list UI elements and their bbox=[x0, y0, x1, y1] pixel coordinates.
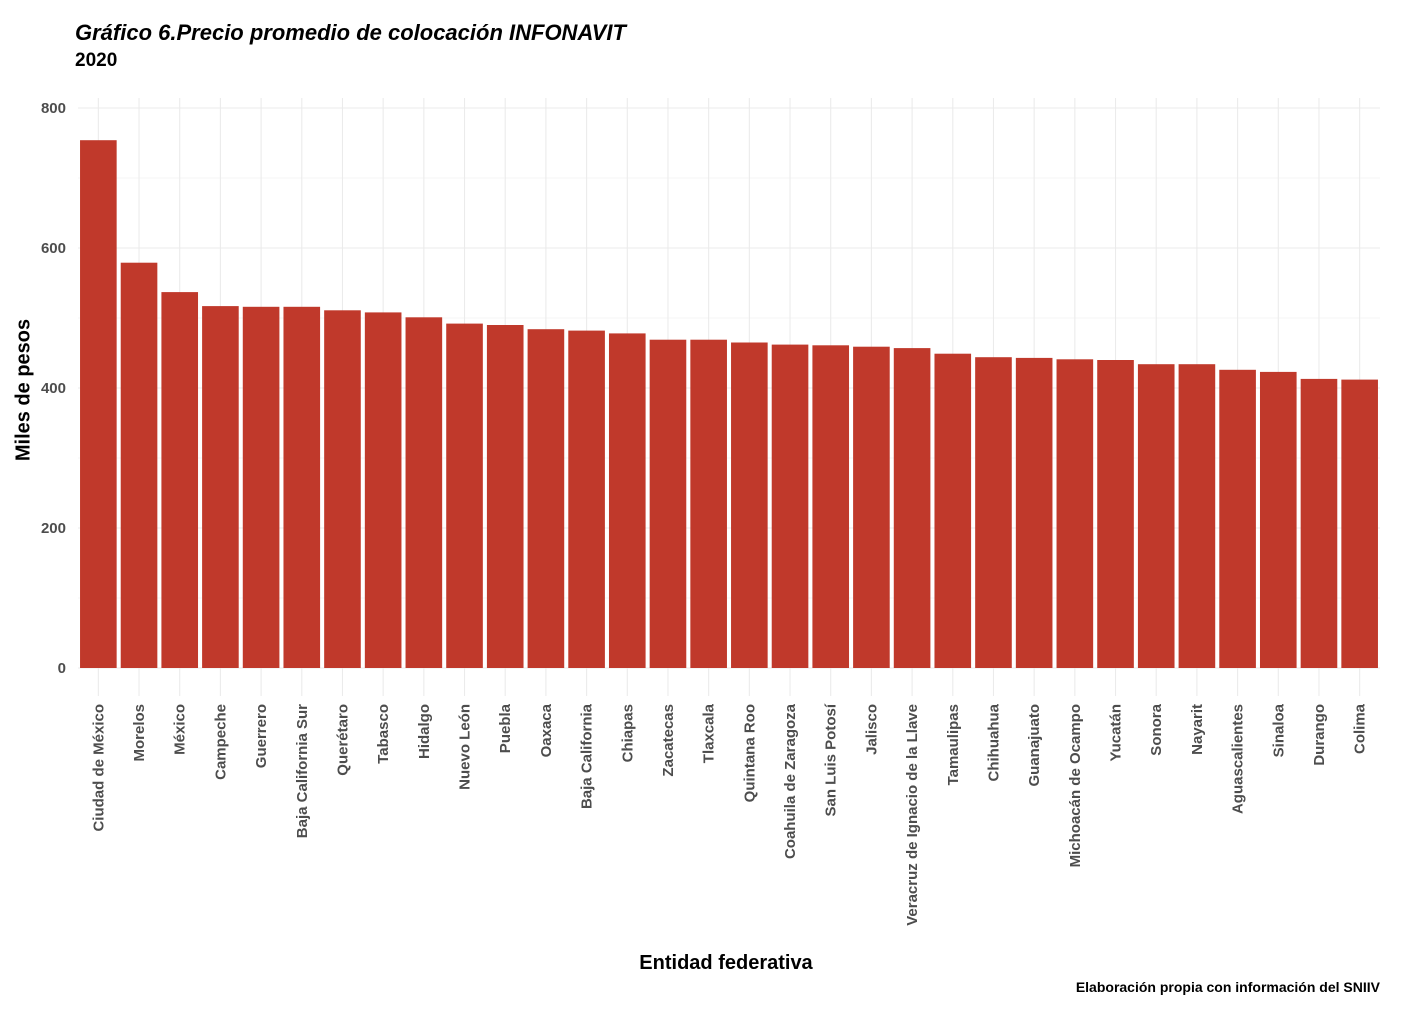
x-tick-label: Morelos bbox=[131, 704, 148, 762]
bar bbox=[568, 330, 605, 668]
bar bbox=[486, 325, 524, 668]
y-tick-label: 600 bbox=[41, 240, 66, 257]
y-tick-label: 0 bbox=[58, 660, 66, 677]
bar bbox=[975, 357, 1012, 668]
bar bbox=[1056, 359, 1094, 668]
x-tick-label: Aguascalientes bbox=[1230, 704, 1247, 814]
bar bbox=[690, 339, 727, 668]
bar bbox=[853, 346, 890, 668]
x-tick-label: San Luis Potosí bbox=[823, 703, 840, 816]
bar bbox=[364, 312, 402, 668]
x-tick-label: Chiapas bbox=[619, 704, 636, 762]
bar bbox=[80, 140, 117, 668]
x-tick-label: Guerrero bbox=[253, 704, 270, 768]
x-tick-label: Zacatecas bbox=[660, 704, 677, 777]
bar bbox=[1137, 364, 1175, 668]
bar bbox=[120, 262, 158, 668]
bar bbox=[1097, 360, 1134, 668]
bar bbox=[161, 292, 199, 668]
bar bbox=[1259, 371, 1297, 668]
x-tick-label: Puebla bbox=[497, 703, 514, 753]
x-tick-label: Baja California bbox=[579, 703, 596, 809]
x-tick-label: Coahuila de Zaragoza bbox=[782, 703, 799, 859]
x-tick-label: Sonora bbox=[1148, 703, 1165, 755]
x-tick-label: Veracruz de Ignacio de la Llave bbox=[904, 704, 921, 926]
y-tick-label: 800 bbox=[41, 100, 66, 117]
y-tick-label: 400 bbox=[41, 380, 66, 397]
bar bbox=[893, 348, 931, 668]
x-tick-label: Guanajuato bbox=[1026, 704, 1043, 787]
x-tick-label: Durango bbox=[1311, 704, 1328, 766]
y-axis-ticks: 0 200 400 600 800 bbox=[41, 100, 66, 677]
x-tick-label: Jalisco bbox=[863, 704, 880, 755]
bar bbox=[731, 342, 768, 668]
bar bbox=[527, 329, 565, 668]
bar bbox=[405, 317, 443, 668]
x-tick-label: Campeche bbox=[212, 704, 229, 780]
x-axis-ticks: Ciudad de México Morelos México Campeche Gue… bbox=[90, 703, 1368, 926]
x-tick-label: Chihuahua bbox=[985, 703, 1002, 781]
bar bbox=[608, 333, 646, 668]
x-tick-label: Oaxaca bbox=[538, 703, 555, 757]
bar bbox=[324, 310, 361, 668]
x-tick-label: Baja California Sur bbox=[294, 704, 311, 838]
bar bbox=[934, 353, 972, 668]
x-tick-label: Colima bbox=[1352, 703, 1369, 754]
chart-caption: Elaboración propia con información del S… bbox=[1075, 979, 1380, 995]
bar bbox=[1178, 364, 1216, 668]
x-tick-label: Nuevo León bbox=[457, 704, 474, 790]
chart-subtitle: 2020 bbox=[75, 50, 118, 71]
x-tick-label: Tlaxcala bbox=[701, 703, 718, 763]
x-tick-label: Ciudad de México bbox=[90, 704, 107, 832]
bar bbox=[283, 306, 321, 668]
x-tick-label: Querétaro bbox=[334, 704, 351, 776]
bar bbox=[812, 345, 850, 668]
bar bbox=[1219, 369, 1256, 668]
x-tick-label: Hidalgo bbox=[416, 704, 433, 759]
bar bbox=[242, 306, 280, 668]
x-tick-label: México bbox=[172, 704, 189, 755]
bar bbox=[202, 306, 239, 668]
x-tick-label: Michoacán de Ocampo bbox=[1067, 704, 1084, 867]
x-tick-label: Tabasco bbox=[375, 704, 392, 764]
bar bbox=[446, 323, 483, 668]
x-tick-label: Quintana Roo bbox=[741, 704, 758, 802]
x-tick-label: Sinaloa bbox=[1270, 703, 1287, 757]
bar bbox=[1015, 357, 1053, 668]
bar bbox=[1300, 378, 1338, 668]
x-axis-label: Entidad federativa bbox=[639, 952, 813, 974]
x-tick-label: Tamaulipas bbox=[945, 704, 962, 785]
bar bbox=[649, 339, 687, 668]
bars bbox=[80, 140, 1378, 668]
bar bbox=[771, 344, 809, 668]
chart-title: Gráfico 6.Precio promedio de colocación … bbox=[75, 20, 626, 45]
y-tick-label: 200 bbox=[41, 520, 66, 537]
bar bbox=[1341, 379, 1378, 668]
x-tick-label: Nayarit bbox=[1189, 704, 1206, 755]
x-tick-label: Yucatán bbox=[1108, 704, 1125, 762]
